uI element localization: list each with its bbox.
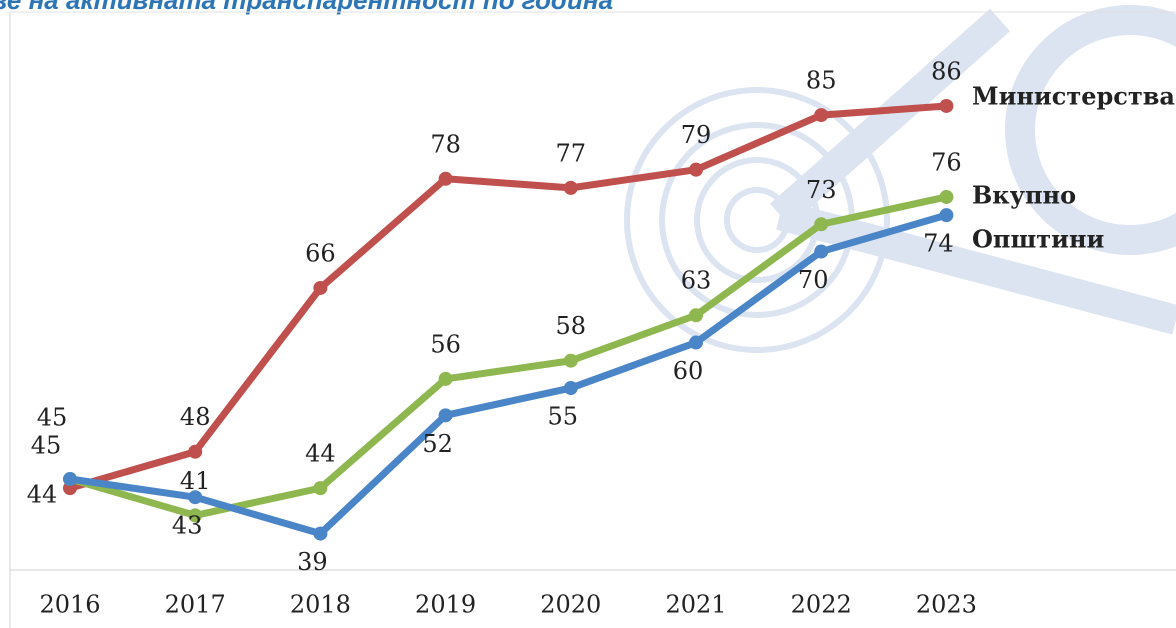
- data-point: [689, 336, 703, 350]
- data-label: 44: [305, 440, 336, 468]
- data-point: [939, 208, 953, 222]
- x-tick-label: 2022: [791, 591, 852, 619]
- data-label: 73: [806, 176, 837, 204]
- data-label: 60: [673, 357, 704, 385]
- x-tick-label: 2018: [290, 591, 351, 619]
- data-label: 45: [31, 432, 62, 460]
- data-label: 78: [430, 130, 461, 158]
- x-tick-label: 2019: [415, 591, 476, 619]
- data-label: 39: [297, 548, 328, 576]
- data-label: 66: [305, 239, 336, 267]
- x-tick-label: 2023: [916, 591, 977, 619]
- data-point: [313, 481, 327, 495]
- data-label: 45: [37, 404, 68, 432]
- data-point: [814, 108, 828, 122]
- data-point: [63, 472, 77, 486]
- data-point: [439, 172, 453, 186]
- data-point: [814, 245, 828, 259]
- data-point: [689, 308, 703, 322]
- data-point: [564, 381, 578, 395]
- data-label: 86: [931, 57, 962, 85]
- data-label: 74: [923, 230, 954, 258]
- legend-label: Општини: [972, 225, 1104, 254]
- data-label: 44: [27, 481, 58, 509]
- data-label: 77: [556, 139, 587, 167]
- legend-label: Министерства: [972, 81, 1175, 110]
- data-point: [564, 181, 578, 195]
- data-point: [564, 354, 578, 368]
- data-point: [188, 445, 202, 459]
- data-point: [689, 163, 703, 177]
- x-tick-label: 2020: [540, 591, 601, 619]
- legend-label: Вкупно: [972, 180, 1076, 209]
- data-label: 43: [172, 512, 203, 540]
- data-label: 85: [806, 67, 837, 95]
- data-point: [939, 190, 953, 204]
- data-label: 55: [548, 403, 579, 431]
- data-label: 58: [556, 312, 587, 340]
- data-label: 56: [430, 330, 461, 358]
- data-label: 63: [681, 267, 712, 295]
- data-label: 70: [798, 266, 829, 294]
- data-point: [939, 99, 953, 113]
- data-point: [313, 281, 327, 295]
- x-tick-label: 2017: [165, 591, 226, 619]
- data-label: 76: [931, 148, 962, 176]
- data-label: 52: [422, 430, 453, 458]
- chart: зе на активната транспарентност по годин…: [0, 0, 1176, 628]
- data-point: [313, 527, 327, 541]
- chart-title: зе на активната транспарентност по годин…: [0, 0, 613, 15]
- data-label: 79: [681, 121, 712, 149]
- x-tick-label: 2021: [665, 591, 726, 619]
- data-point: [439, 372, 453, 386]
- data-point: [814, 217, 828, 231]
- data-label: 48: [180, 403, 211, 431]
- data-point: [188, 490, 202, 504]
- x-tick-label: 2016: [39, 591, 100, 619]
- watermark: [627, 20, 1176, 350]
- data-point: [439, 408, 453, 422]
